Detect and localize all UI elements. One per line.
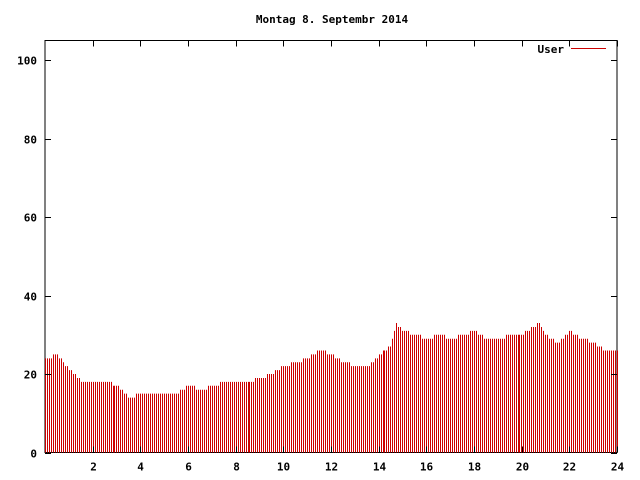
y-tick-label: 20 — [24, 369, 37, 382]
y-tick-label: 100 — [17, 55, 37, 68]
x-tick-label: 8 — [233, 461, 240, 474]
data-bars — [45, 323, 618, 453]
y-axis: 0 20 40 60 80 100 — [17, 55, 617, 461]
y-tick-label: 80 — [24, 134, 37, 147]
x-tick-label: 20 — [516, 461, 529, 474]
x-tick-label: 2 — [90, 461, 97, 474]
x-tick-label: 18 — [468, 461, 481, 474]
x-tick-label: 12 — [325, 461, 338, 474]
x-tick-label: 24 — [611, 461, 625, 474]
x-tick-label: 4 — [137, 461, 144, 474]
x-tick-label: 14 — [373, 461, 387, 474]
y-tick-label: 40 — [24, 291, 37, 304]
y-tick-label: 0 — [30, 448, 37, 461]
x-axis: 2 4 6 8 10 12 14 16 18 20 22 24 — [90, 40, 625, 474]
x-tick-label: 22 — [563, 461, 576, 474]
x-tick-label: 10 — [277, 461, 290, 474]
y-tick-label: 60 — [24, 212, 37, 225]
x-tick-label: 16 — [420, 461, 434, 474]
x-tick-label: 6 — [185, 461, 192, 474]
chart-title: Montag 8. Septembr 2014 — [256, 13, 409, 26]
legend-label: User — [538, 43, 565, 56]
